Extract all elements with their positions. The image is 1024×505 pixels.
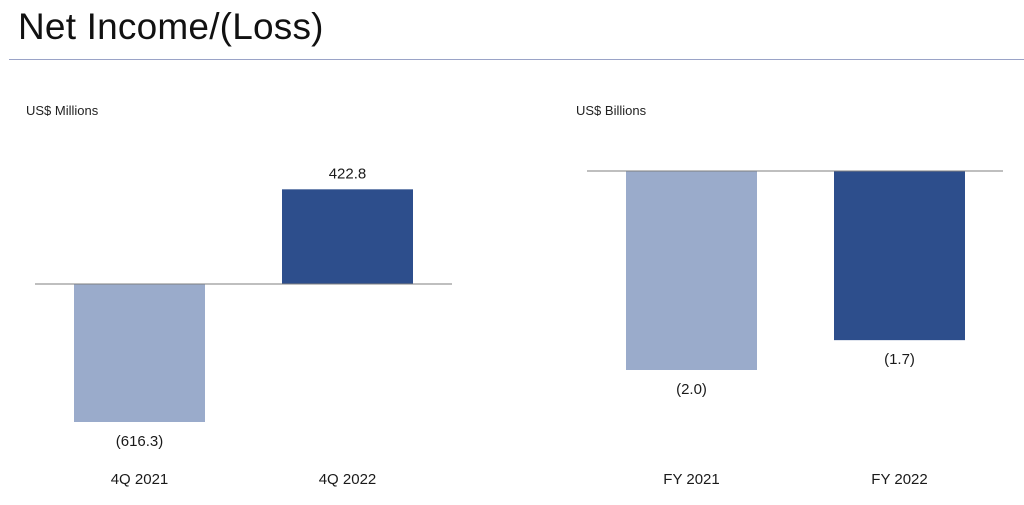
right-chart-unit-label: US$ Billions xyxy=(576,103,647,118)
right-value-label-2: (1.7) xyxy=(884,351,915,368)
right-value-label-1: (2.0) xyxy=(676,381,707,398)
right-bar-2 xyxy=(834,171,965,341)
left-value-label-2: 422.8 xyxy=(329,165,367,182)
left-category-label-2: 4Q 2022 xyxy=(319,471,377,488)
left-value-label-1: (616.3) xyxy=(116,433,164,450)
page-title: Net Income/(Loss) xyxy=(18,6,324,47)
right-category-label-1: FY 2021 xyxy=(663,471,719,488)
left-chart-unit-label: US$ Millions xyxy=(26,103,99,118)
right-category-label-2: FY 2022 xyxy=(871,471,927,488)
right-bar-1 xyxy=(626,171,757,370)
left-bar-1 xyxy=(74,284,205,422)
title-divider xyxy=(9,59,1024,60)
left-category-label-1: 4Q 2021 xyxy=(111,471,169,488)
left-bar-2 xyxy=(282,189,413,284)
